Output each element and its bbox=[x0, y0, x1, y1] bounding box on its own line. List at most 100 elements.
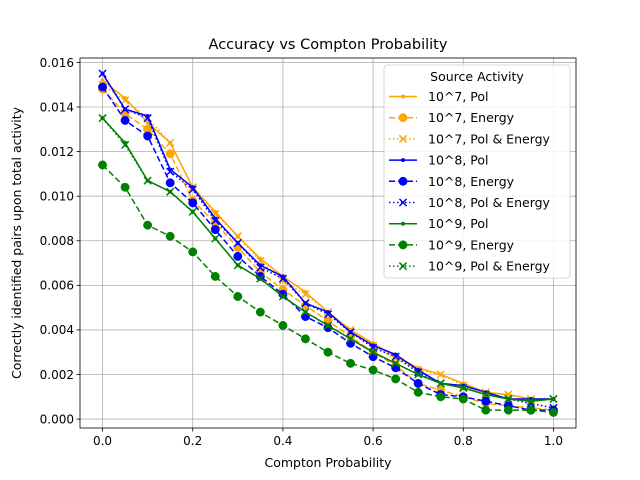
y-axis-label: Correctly identified pairs upon total ac… bbox=[9, 106, 24, 379]
data-point bbox=[549, 394, 558, 404]
x-marker-stroke bbox=[398, 261, 408, 271]
x-marker-stroke bbox=[98, 69, 107, 78]
series-line bbox=[101, 117, 554, 403]
data-point bbox=[346, 328, 355, 337]
x-tick-label: 0.4 bbox=[273, 434, 292, 448]
data-point bbox=[120, 105, 130, 114]
x-marker-stroke bbox=[143, 114, 152, 123]
x-marker-stroke bbox=[211, 216, 220, 225]
x-marker-stroke bbox=[391, 352, 400, 361]
series-layer bbox=[98, 69, 558, 417]
data-point bbox=[120, 115, 130, 125]
data-point bbox=[414, 370, 423, 379]
data-point bbox=[504, 394, 513, 404]
data-point bbox=[166, 167, 175, 176]
data-point bbox=[143, 176, 152, 185]
data-point bbox=[233, 251, 243, 261]
legend-entry-7: 10^9, Energy bbox=[389, 237, 515, 252]
x-marker-stroke bbox=[346, 325, 355, 335]
x-tick-label: 1.0 bbox=[544, 434, 563, 448]
x-marker-stroke bbox=[459, 383, 468, 393]
data-point bbox=[368, 348, 378, 357]
data-point bbox=[436, 379, 445, 388]
data-point bbox=[481, 396, 491, 406]
legend-entry-8: 10^9, Pol & Energy bbox=[389, 259, 551, 274]
data-point bbox=[145, 120, 150, 125]
legend-label: 10^7, Energy bbox=[428, 110, 515, 125]
data-point bbox=[278, 321, 288, 330]
data-point bbox=[391, 359, 400, 368]
x-marker-stroke bbox=[188, 207, 197, 216]
data-point bbox=[413, 378, 423, 388]
data-point bbox=[120, 140, 130, 150]
data-point bbox=[143, 114, 152, 123]
data-point bbox=[503, 405, 513, 415]
legend-label: 10^7, Pol bbox=[428, 89, 489, 104]
data-point bbox=[165, 178, 175, 188]
data-point bbox=[368, 365, 378, 375]
legend-label: 10^9, Pol bbox=[428, 216, 489, 231]
x-marker-stroke bbox=[414, 368, 423, 377]
data-point bbox=[436, 392, 446, 402]
legend-entry-2: 10^7, Pol & Energy bbox=[389, 131, 551, 146]
x-marker-stroke bbox=[504, 394, 513, 404]
x-marker-stroke bbox=[256, 274, 265, 283]
data-point bbox=[233, 292, 243, 301]
legend-swatch-marker bbox=[401, 221, 405, 226]
data-point bbox=[120, 96, 130, 105]
data-point bbox=[278, 274, 288, 283]
legend-entry-1: 10^7, Energy bbox=[389, 110, 515, 125]
x-marker-stroke bbox=[211, 234, 220, 243]
legend-swatch-marker bbox=[398, 134, 408, 144]
series-8 bbox=[98, 114, 558, 406]
data-point bbox=[301, 307, 310, 317]
x-tick-label: 0.0 bbox=[93, 434, 112, 448]
legend-swatch-marker bbox=[398, 176, 408, 186]
data-point bbox=[210, 271, 220, 281]
data-point bbox=[98, 82, 107, 92]
data-point bbox=[188, 207, 197, 216]
legend-title: Source Activity bbox=[430, 69, 524, 84]
x-axis-label: Compton Probability bbox=[264, 455, 392, 470]
y-tick-label: 0.000 bbox=[40, 412, 74, 426]
legend-swatch-marker bbox=[398, 113, 408, 123]
x-marker-stroke bbox=[98, 114, 107, 123]
legend-entry-6: 10^9, Pol bbox=[389, 216, 489, 231]
data-point bbox=[233, 261, 242, 270]
x-marker-stroke bbox=[120, 105, 130, 114]
data-point bbox=[323, 347, 333, 357]
data-point bbox=[210, 225, 220, 235]
x-marker-stroke bbox=[436, 370, 445, 379]
data-point bbox=[165, 149, 175, 159]
data-point bbox=[459, 383, 468, 393]
x-marker-stroke bbox=[233, 238, 242, 248]
legend-label: 10^8, Pol & Energy bbox=[428, 195, 551, 210]
data-point bbox=[323, 310, 333, 319]
legend-box bbox=[383, 64, 571, 279]
legend-swatch-marker bbox=[398, 261, 408, 271]
data-point bbox=[188, 185, 197, 194]
legend: Source Activity 10^7, Pol 10^7, Energy 10^… bbox=[383, 64, 571, 279]
x-marker-stroke bbox=[256, 263, 265, 272]
x-marker-stroke bbox=[278, 274, 288, 283]
legend-swatch-marker bbox=[401, 158, 405, 163]
series-4 bbox=[98, 82, 558, 415]
x-marker-stroke bbox=[166, 187, 175, 196]
data-point bbox=[301, 334, 310, 344]
legend-swatch-marker bbox=[398, 240, 408, 250]
data-point bbox=[255, 307, 265, 317]
data-point bbox=[346, 358, 355, 368]
x-marker-stroke bbox=[481, 390, 490, 399]
x-tick-label: 0.2 bbox=[183, 434, 202, 448]
y-tick-label: 0.004 bbox=[40, 323, 74, 337]
data-point bbox=[301, 299, 310, 308]
data-point bbox=[391, 374, 401, 384]
data-point bbox=[436, 370, 445, 379]
x-marker-stroke bbox=[549, 394, 558, 404]
data-point bbox=[98, 160, 107, 170]
legend-label: 10^9, Energy bbox=[428, 237, 515, 252]
legend-entry-0: 10^7, Pol bbox=[389, 89, 489, 104]
legend-entry-5: 10^8, Pol & Energy bbox=[389, 195, 551, 210]
data-point bbox=[526, 397, 536, 406]
